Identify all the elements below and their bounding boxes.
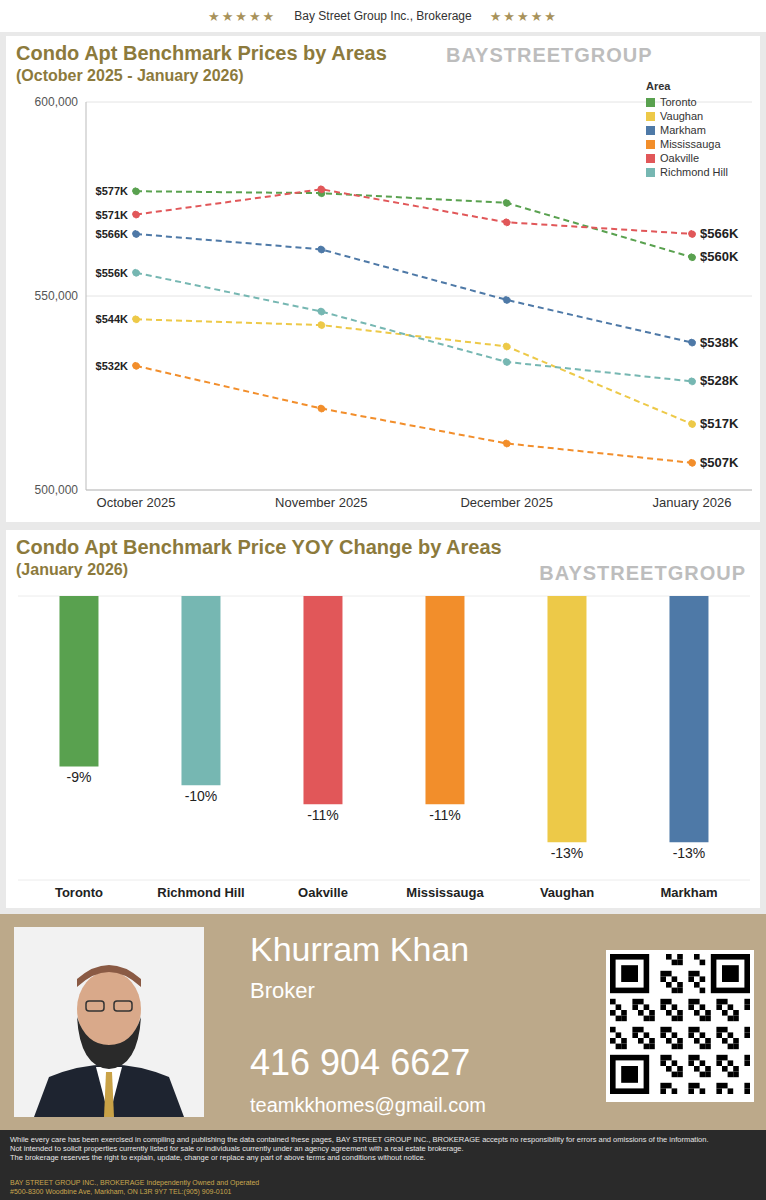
svg-text:-10%: -10% (185, 788, 218, 804)
svg-text:$507K: $507K (700, 455, 739, 470)
svg-text:Oakville: Oakville (298, 885, 348, 900)
svg-text:Vaughan: Vaughan (540, 885, 594, 900)
svg-text:550,000: 550,000 (35, 289, 79, 303)
svg-text:December 2025: December 2025 (460, 495, 553, 510)
html-text:Not intended to solicit proper: Not intended to solicit properties curre… (10, 1144, 464, 1153)
svg-text:600,000: 600,000 (35, 95, 79, 109)
html-text:Condo Apt Benchmark Prices by: Condo Apt Benchmark Prices by Areas (16, 42, 387, 64)
svg-text:October 2025: October 2025 (97, 495, 176, 510)
html-text:teamkkhomes@gmail.com: teamkkhomes@gmail.com (250, 1094, 486, 1116)
html-text:#500-8300 Woodbine Ave, Markha: #500-8300 Woodbine Ave, Markham, ON L3R … (10, 1188, 232, 1195)
html-text:Richmond Hill: Richmond Hill (660, 166, 728, 178)
html-text:Toronto: Toronto (660, 96, 697, 108)
svg-text:Markham: Markham (660, 885, 717, 900)
html-text:BAYSTREETGROUP: BAYSTREETGROUP (539, 562, 746, 584)
html-text:The brokerage reserves the rig: The brokerage reserves the right to expl… (10, 1153, 426, 1162)
svg-text:-9%: -9% (67, 769, 92, 785)
svg-text:-11%: -11% (429, 807, 461, 823)
html-text:Vaughan: Vaughan (660, 110, 704, 122)
svg-text:$538K: $538K (700, 335, 739, 350)
svg-text:$532K: $532K (96, 360, 128, 372)
html-text:BAYSTREETGROUP: BAYSTREETGROUP (446, 44, 653, 66)
svg-text:$556K: $556K (96, 267, 128, 279)
html-text:Markham: Markham (660, 124, 706, 136)
svg-text:$566K: $566K (700, 226, 739, 241)
html-text:Oakville: Oakville (660, 152, 700, 164)
html-text:Condo Apt Benchmark Price YOY: Condo Apt Benchmark Price YOY Change by … (16, 536, 502, 558)
html-text:416 904 6627: 416 904 6627 (250, 1042, 471, 1083)
html-text:Mississauga: Mississauga (660, 138, 721, 150)
html-text:Broker: Broker (250, 978, 315, 1003)
html-text:(October 2025 - January 2026): (October 2025 - January 2026) (16, 67, 244, 84)
svg-text:Toronto: Toronto (55, 885, 103, 900)
svg-text:$577K: $577K (96, 185, 128, 197)
svg-text:500,000: 500,000 (35, 483, 79, 497)
svg-text:November 2025: November 2025 (275, 495, 368, 510)
html-text:BAY STREET GROUP INC., BROKERA: BAY STREET GROUP INC., BROKERAGE Indepen… (10, 1179, 260, 1186)
svg-text:$560K: $560K (700, 249, 739, 264)
svg-text:Mississauga: Mississauga (406, 885, 484, 900)
svg-text:$571K: $571K (96, 209, 128, 221)
html-text:(January 2026): (January 2026) (16, 561, 129, 578)
html-text:Area: Area (646, 80, 671, 92)
html-text:While every care has been exer: While every care has been exercised in c… (10, 1135, 709, 1144)
svg-text:-13%: -13% (673, 845, 706, 861)
svg-text:-13%: -13% (551, 845, 584, 861)
svg-text:$566K: $566K (96, 228, 128, 240)
html-text:Khurram Khan: Khurram Khan (250, 930, 470, 968)
svg-text:$528K: $528K (700, 373, 739, 388)
svg-text:$544K: $544K (96, 313, 128, 325)
svg-text:-11%: -11% (307, 807, 339, 823)
svg-text:January 2026: January 2026 (653, 495, 732, 510)
html-text:Bay Street Group Inc., Brokera: Bay Street Group Inc., Brokerage (294, 9, 472, 23)
svg-text:$517K: $517K (700, 416, 739, 431)
svg-text:Richmond Hill: Richmond Hill (157, 885, 244, 900)
